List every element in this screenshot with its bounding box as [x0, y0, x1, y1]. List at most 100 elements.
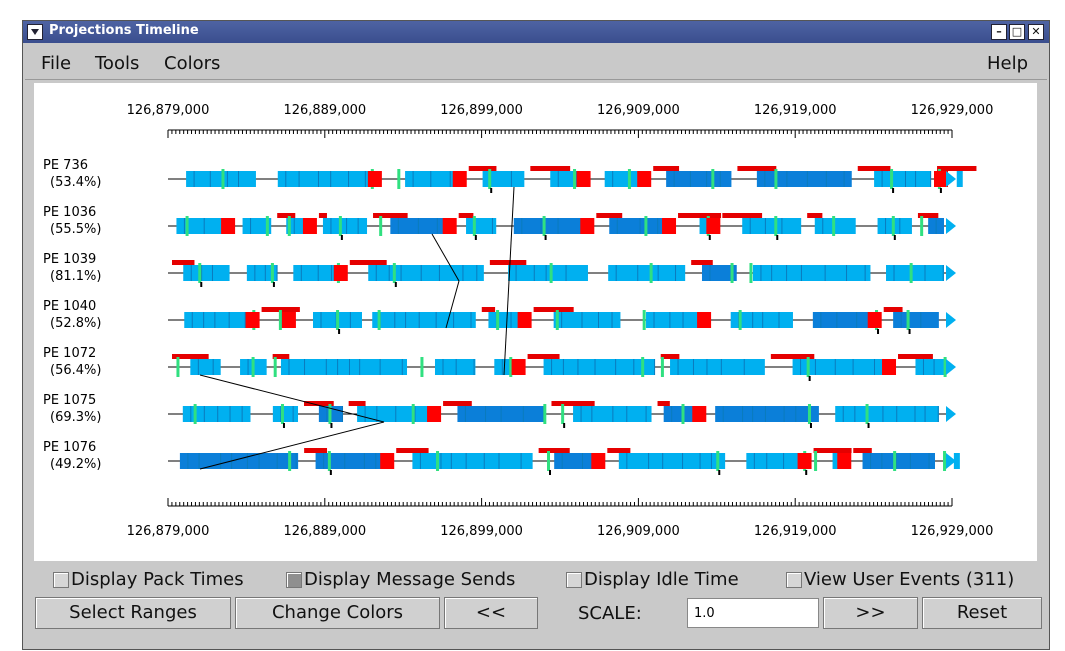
idle-time-checkbox[interactable] — [566, 571, 582, 588]
message-send-tick — [561, 404, 565, 424]
axis-tick-label: 126,919,000 — [754, 524, 837, 539]
message-sends-option[interactable]: Display Message Sends — [286, 569, 515, 590]
message-send-tick — [906, 310, 910, 330]
minimize-icon[interactable]: – — [991, 24, 1007, 40]
maximize-icon[interactable]: □ — [1009, 24, 1025, 40]
message-send-tick — [681, 404, 685, 424]
pe-utilization: (49.2%) — [50, 457, 101, 472]
entry-block — [322, 218, 368, 234]
entry-block — [405, 171, 463, 187]
pack-time-bar — [272, 354, 290, 359]
message-send-tick — [641, 357, 645, 377]
message-line — [503, 186, 515, 376]
pack-time-bar — [530, 166, 571, 171]
message-send-tick — [509, 357, 513, 377]
pack-time-bar — [660, 354, 680, 359]
menu-colors[interactable]: Colors — [164, 53, 221, 74]
user-event-mark — [200, 282, 203, 287]
pack-time-bar — [304, 448, 328, 453]
pack-time-bar — [653, 166, 680, 171]
entry-block — [315, 453, 391, 469]
pack-time-bar — [538, 448, 570, 453]
entry-block — [874, 171, 932, 187]
message-send-tick — [555, 310, 559, 330]
message-send-tick — [288, 451, 292, 471]
user-event-mark — [893, 235, 896, 240]
user-event-mark — [282, 423, 285, 428]
axis-tick-label: 126,879,000 — [127, 103, 210, 118]
close-icon[interactable]: ✕ — [1028, 24, 1044, 40]
timeline-graph[interactable]: 126,879,000 126,889,000 126,899,000 126,909… — [34, 83, 1037, 561]
message-send-tick — [270, 263, 274, 283]
idle-time-option[interactable]: Display Idle Time — [566, 569, 739, 590]
next-button[interactable]: >> — [823, 597, 918, 629]
menu-bar: File Tools Colors Help — [25, 45, 1047, 80]
axis-tick-label: 126,909,000 — [597, 524, 680, 539]
axis-tick-label: 126,889,000 — [283, 524, 366, 539]
idle-block — [221, 218, 236, 234]
user-event-mark — [330, 423, 333, 428]
entry-block — [742, 218, 802, 234]
entry-block — [893, 312, 939, 328]
message-send-tick — [832, 216, 836, 236]
message-send-tick — [891, 216, 895, 236]
message-send-tick — [909, 263, 913, 283]
pe-label: PE 1040 — [43, 299, 96, 314]
pack-time-bar — [551, 401, 595, 406]
pack-time-bar — [172, 354, 209, 359]
user-events-option[interactable]: View User Events (311) — [786, 569, 1014, 590]
window-menu-icon[interactable] — [27, 24, 43, 40]
pack-times-checkbox[interactable] — [53, 571, 69, 588]
entry-block — [604, 171, 648, 187]
axis-tick-label: 126,909,000 — [597, 103, 680, 118]
pack-time-bar — [318, 213, 327, 218]
user-event-mark — [474, 235, 477, 240]
entry-block — [372, 312, 476, 328]
pack-time-bar — [481, 307, 496, 312]
entry-block — [554, 453, 602, 469]
idle-block — [797, 453, 812, 469]
pe-label: PE 1036 — [43, 205, 96, 220]
pack-time-bar — [443, 401, 472, 406]
message-send-tick — [711, 169, 715, 189]
previous-button[interactable]: << — [444, 597, 538, 629]
entry-block — [609, 218, 673, 234]
timeline-canvas[interactable]: 126,879,000 126,889,000 126,899,000 126,909… — [34, 83, 1037, 561]
message-sends-checkbox[interactable] — [286, 571, 302, 588]
user-event-mark — [908, 329, 911, 334]
message-send-tick — [642, 310, 646, 330]
pack-times-option[interactable]: Display Pack Times — [53, 569, 244, 590]
change-colors-button[interactable]: Change Colors — [235, 597, 440, 629]
entry-block — [792, 359, 893, 375]
user-events-checkbox[interactable] — [786, 571, 802, 588]
message-send-tick — [280, 404, 284, 424]
entry-block — [812, 312, 878, 328]
message-send-tick — [379, 216, 383, 236]
message-send-tick — [660, 357, 664, 377]
pe-utilization: (81.1%) — [50, 269, 101, 284]
select-ranges-button[interactable]: Select Ranges — [35, 597, 231, 629]
user-event-mark — [340, 235, 343, 240]
timeline-window: Projections Timeline – □ ✕ File Tools Co… — [22, 20, 1050, 650]
menu-tools[interactable]: Tools — [95, 53, 140, 74]
entry-block — [272, 406, 299, 422]
message-send-tick — [185, 216, 189, 236]
entry-block — [277, 171, 378, 187]
reset-button[interactable]: Reset — [922, 597, 1042, 629]
message-send-tick — [338, 216, 342, 236]
entry-block — [752, 265, 871, 281]
entry-block — [666, 171, 732, 187]
scale-input[interactable] — [687, 598, 819, 628]
entry-block — [543, 359, 655, 375]
user-event-mark — [877, 329, 880, 334]
idle-block — [380, 453, 395, 469]
axis-tick-label: 126,889,000 — [283, 103, 366, 118]
idle-block — [452, 171, 467, 187]
menu-help[interactable]: Help — [987, 53, 1029, 74]
row-end-arrow — [946, 171, 956, 187]
menu-file[interactable]: File — [41, 53, 72, 74]
entry-block — [186, 171, 256, 187]
message-send-tick — [814, 451, 818, 471]
message-send-tick — [865, 404, 869, 424]
idle-block — [934, 171, 948, 187]
